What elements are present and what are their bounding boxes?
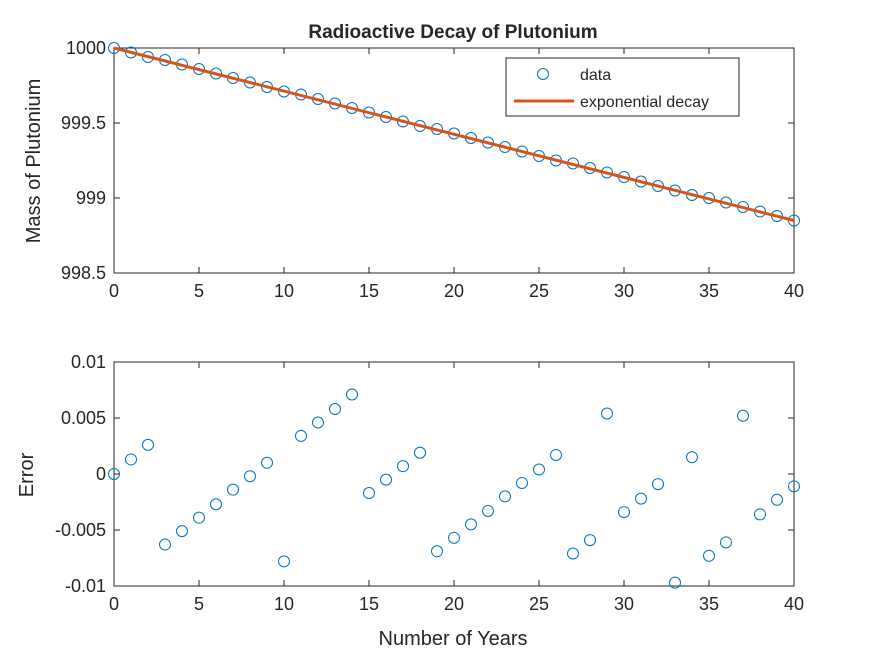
bottom-y-axis-label: Error xyxy=(16,452,38,497)
bottom-data-point xyxy=(686,451,698,464)
x-tick-label: 15 xyxy=(359,281,379,301)
bottom-data-point xyxy=(397,460,409,473)
bottom-data-point xyxy=(584,534,596,547)
x-tick-label: 40 xyxy=(784,281,804,301)
y-tick-label: 0.005 xyxy=(61,408,106,428)
legend: data exponential decay xyxy=(505,57,740,117)
bottom-data-point xyxy=(669,576,681,589)
x-tick-label: 25 xyxy=(529,594,549,614)
x-tick-label: 20 xyxy=(444,281,464,301)
bottom-data-point xyxy=(720,536,732,549)
bottom-data-point xyxy=(227,483,239,496)
y-tick-label: -0.005 xyxy=(55,520,106,540)
x-tick-label: 35 xyxy=(699,594,719,614)
bottom-data-point xyxy=(465,518,477,531)
bottom-data-point xyxy=(261,456,273,469)
bottom-data-point xyxy=(244,470,256,483)
legend-swatch-marker xyxy=(537,68,549,80)
top-y-axis-label: Mass of Plutonium xyxy=(23,79,45,244)
x-tick-label: 25 xyxy=(529,281,549,301)
bottom-data-point xyxy=(754,508,766,521)
bottom-axes-box xyxy=(113,361,795,587)
bottom-data-point xyxy=(771,493,783,506)
bottom-data-point xyxy=(516,476,528,489)
bottom-data-point xyxy=(108,468,120,480)
y-tick-label: 0.01 xyxy=(71,352,106,372)
plot-area: 0 5 10 15 20 25 30 35 40998.5999999.51000dataexp… xyxy=(55,38,804,614)
bottom-data-point xyxy=(176,525,188,538)
y-tick-label: 999.5 xyxy=(61,113,106,133)
bottom-data-point xyxy=(533,463,545,476)
bottom-data-point xyxy=(567,547,579,560)
bottom-data-point xyxy=(448,531,460,544)
exponential-decay-line xyxy=(113,46,795,222)
x-tick-label: 35 xyxy=(699,281,719,301)
y-tick-label: 999 xyxy=(76,188,106,208)
y-tick-label: -0.01 xyxy=(65,576,106,596)
x-tick-label: 5 xyxy=(194,594,204,614)
bottom-data-point xyxy=(635,492,647,505)
bottom-data-point xyxy=(142,438,154,451)
bottom-data-point xyxy=(210,498,222,511)
y-tick-label: 998.5 xyxy=(61,263,106,283)
bottom-data-point xyxy=(295,429,307,442)
x-tick-label: 15 xyxy=(359,594,379,614)
bottom-data-point xyxy=(329,403,341,416)
bottom-data-point xyxy=(499,490,511,503)
chart-title: Radioactive Decay of Plutonium xyxy=(308,22,597,43)
bottom-data-point xyxy=(618,506,630,519)
y-tick-label: 0 xyxy=(96,464,106,484)
y-tick-label: 1000 xyxy=(66,38,106,58)
bottom-data-point xyxy=(363,487,375,500)
legend-box xyxy=(505,57,740,117)
bottom-data-point xyxy=(482,504,494,517)
top-axes: 0 5 10 15 20 25 30 35 40 998.5 999 999.5 1000 data exp… xyxy=(61,38,804,301)
bottom-data-point xyxy=(703,549,715,562)
x-tick-label: 40 xyxy=(784,594,804,614)
bottom-axes: 0 5 10 15 20 25 30 35 40 -0.01 -0.005 0 0.005 0.01 xyxy=(55,352,804,614)
bottom-data-point xyxy=(312,416,324,429)
bottom-data-point xyxy=(550,448,562,461)
bottom-data-point xyxy=(788,480,800,493)
bottom-data-point xyxy=(431,545,443,558)
bottom-data-point xyxy=(414,446,426,459)
x-tick-label: 0 xyxy=(109,594,119,614)
bottom-data-point xyxy=(737,409,749,422)
bottom-data-point xyxy=(346,388,358,401)
bottom-data-point xyxy=(601,407,613,420)
x-tick-label: 30 xyxy=(614,594,634,614)
x-tick-label: 10 xyxy=(274,594,294,614)
x-tick-label: 0 xyxy=(109,281,119,301)
x-tick-label: 20 xyxy=(444,594,464,614)
legend-entry-label: data xyxy=(580,67,611,84)
bottom-data-point xyxy=(652,478,664,491)
bottom-data-point xyxy=(125,453,137,466)
x-axis-label: Number of Years xyxy=(379,628,528,650)
x-tick-label: 30 xyxy=(614,281,634,301)
x-tick-label: 5 xyxy=(194,281,204,301)
bottom-data-point xyxy=(278,555,290,568)
bottom-data-point xyxy=(193,511,205,524)
bottom-data-point xyxy=(159,538,171,551)
bottom-data-point xyxy=(380,473,392,486)
legend-entry-label: exponential decay xyxy=(580,94,709,111)
x-tick-label: 10 xyxy=(274,281,294,301)
